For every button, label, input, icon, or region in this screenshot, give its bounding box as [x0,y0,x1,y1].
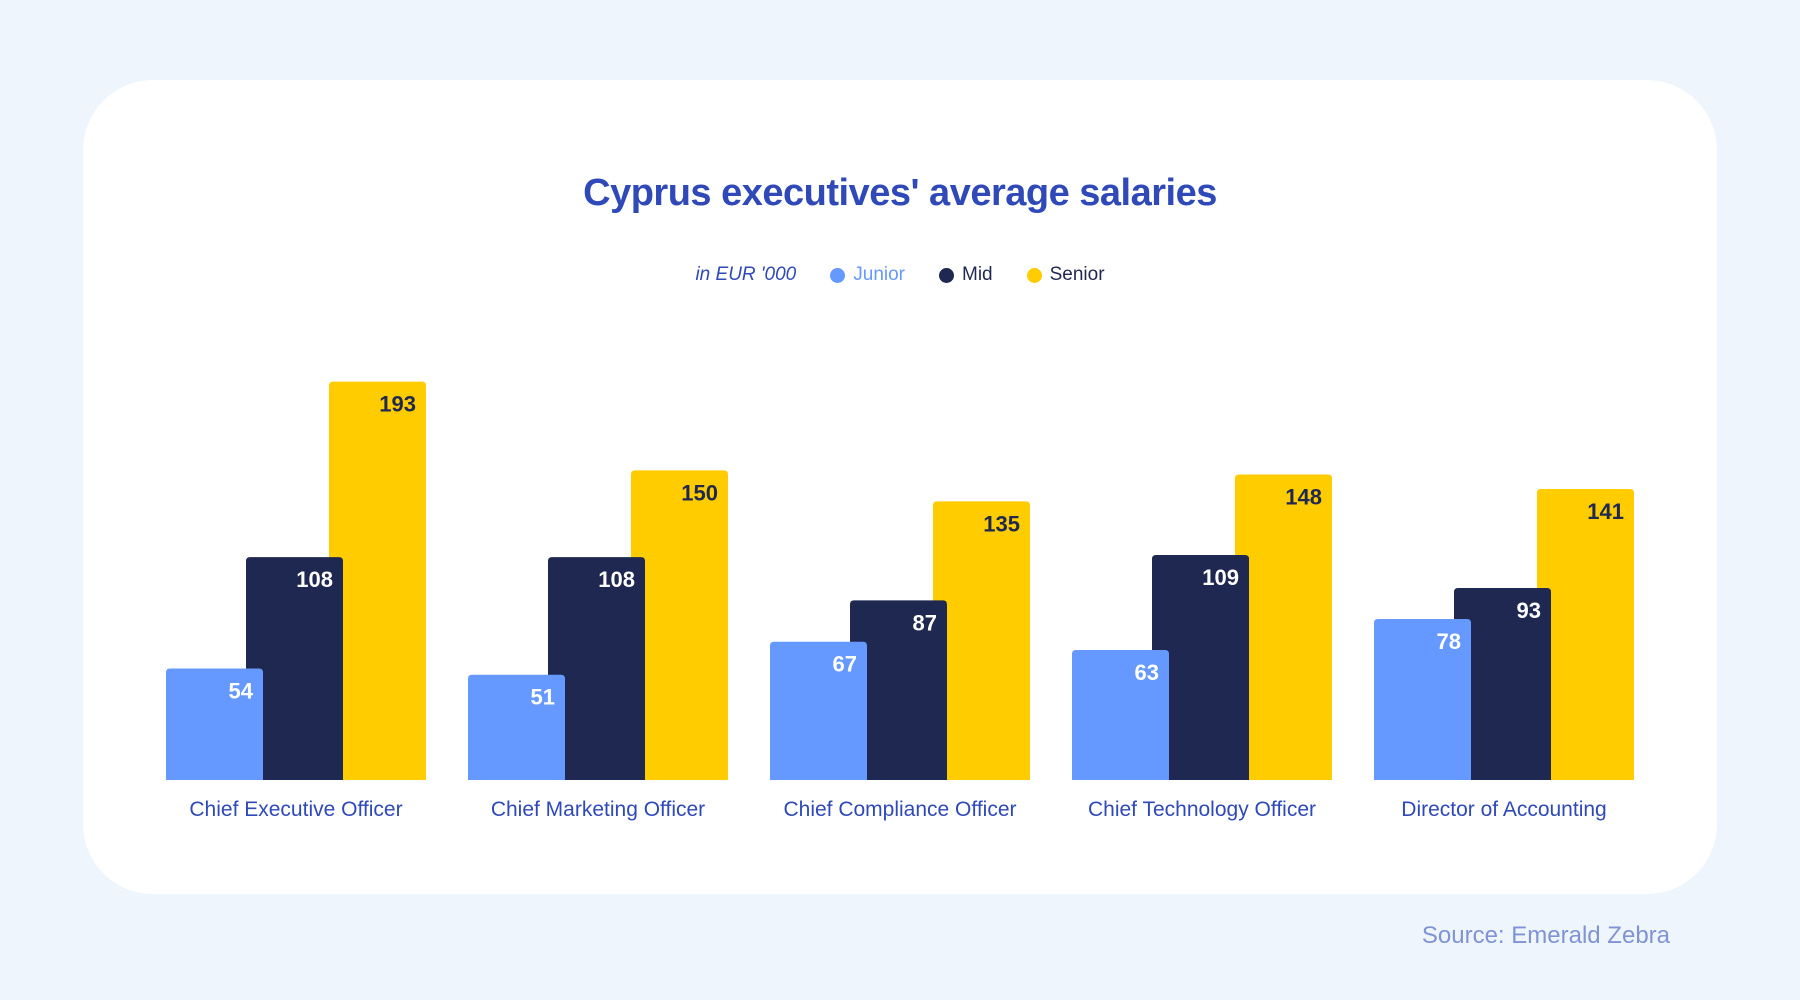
legend-item-senior: Senior [1026,264,1105,286]
bar-senior [329,381,426,780]
unit-label: in EUR '000 [695,264,797,285]
bar-junior [1072,649,1169,780]
legend-swatch [939,267,954,283]
category-label: Chief Compliance Officer [783,798,1016,821]
bar-junior [166,668,263,780]
legend-item-mid: Mid [939,264,993,286]
bar-mid [1454,588,1551,780]
bar-junior [1374,619,1471,780]
bar-mid [246,557,343,780]
bar-senior [1235,474,1332,780]
data-label: 148 [1285,485,1322,510]
legend: in EUR '000 Junior Mid Senior [0,264,1800,286]
data-label: 63 [1135,660,1159,685]
bar-junior [468,674,565,780]
category-label: Director of Accounting [1401,798,1606,821]
data-label: 54 [229,679,254,704]
bar-junior [770,641,867,780]
bar-mid [850,600,947,780]
bar-senior [631,470,728,780]
category-label: Chief Executive Officer [189,798,402,821]
data-label: 67 [833,652,857,677]
data-label: 150 [681,480,718,505]
chart-title: Cyprus executives' average salaries [583,172,1217,214]
bar-senior [1537,488,1634,780]
data-label: 87 [913,610,937,635]
data-label: 93 [1517,598,1541,623]
source-note: Source: Emerald Zebra [1421,922,1670,949]
legend-label: Mid [962,264,993,285]
data-label: 51 [531,685,555,710]
data-label: 108 [598,567,635,592]
legend-label: Senior [1049,264,1105,285]
category-label: Chief Marketing Officer [491,798,705,821]
category-label: Chief Technology Officer [1088,798,1316,821]
legend-swatch [1026,267,1042,283]
data-label: 109 [1202,565,1239,590]
legend-item-junior: Junior [830,264,905,286]
bar-mid [1152,555,1249,780]
legend-label: Junior [853,264,905,285]
bar-senior [933,501,1030,780]
data-label: 78 [1437,629,1461,654]
data-label: 193 [379,392,416,417]
legend-swatch [830,267,846,283]
data-label: 135 [983,511,1020,536]
bar-mid [548,557,645,780]
data-label: 141 [1587,499,1624,524]
data-label: 108 [296,567,333,592]
